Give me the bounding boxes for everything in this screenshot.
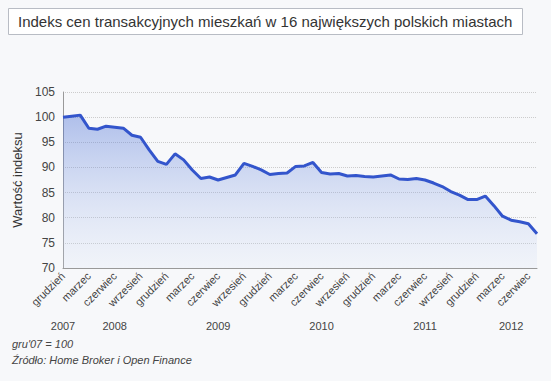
svg-text:czerwiec: czerwiec (80, 269, 119, 309)
svg-text:gru'07 = 100: gru'07 = 100 (12, 338, 74, 350)
svg-text:czerwiec: czerwiec (494, 269, 533, 308)
svg-text:wrzesień: wrzesień (209, 269, 249, 309)
svg-text:95: 95 (42, 135, 56, 149)
svg-text:75: 75 (42, 236, 56, 250)
svg-text:Źródło: Home Broker i Open Fin: Źródło: Home Broker i Open Finance (11, 354, 192, 366)
svg-text:Indeks cen transakcyjnych mies: Indeks cen transakcyjnych mieszkań w 16 … (18, 13, 512, 30)
svg-text:2008: 2008 (102, 320, 126, 332)
svg-text:wrzesień: wrzesień (415, 269, 456, 309)
svg-text:2011: 2011 (413, 320, 437, 332)
svg-text:czerwiec: czerwiec (287, 269, 326, 309)
svg-text:marzec: marzec (59, 269, 94, 304)
svg-text:grudzień: grudzień (339, 270, 377, 308)
svg-text:czerwiec: czerwiec (390, 269, 430, 309)
svg-text:100: 100 (35, 110, 55, 124)
svg-text:grudzień: grudzień (29, 270, 67, 308)
svg-text:2009: 2009 (206, 320, 230, 332)
svg-text:marzec: marzec (472, 269, 507, 304)
svg-text:70: 70 (42, 261, 56, 275)
svg-text:Wartość indeksu: Wartość indeksu (10, 132, 25, 228)
svg-text:grudzień: grudzień (236, 270, 274, 308)
svg-text:grudzień: grudzień (443, 270, 481, 308)
svg-text:90: 90 (42, 160, 56, 174)
svg-text:wrzesień: wrzesień (312, 269, 352, 309)
svg-text:2012: 2012 (499, 320, 523, 332)
svg-text:czerwiec: czerwiec (183, 269, 223, 309)
svg-text:80: 80 (42, 211, 56, 225)
svg-text:2010: 2010 (309, 320, 333, 332)
svg-text:marzec: marzec (369, 269, 404, 304)
svg-text:85: 85 (42, 186, 56, 200)
svg-text:marzec: marzec (266, 269, 300, 304)
svg-text:105: 105 (35, 85, 55, 99)
svg-text:grudzień: grudzień (132, 270, 170, 308)
svg-text:wrzesień: wrzesień (105, 269, 145, 309)
svg-text:marzec: marzec (162, 269, 197, 304)
svg-text:2007: 2007 (51, 320, 75, 332)
